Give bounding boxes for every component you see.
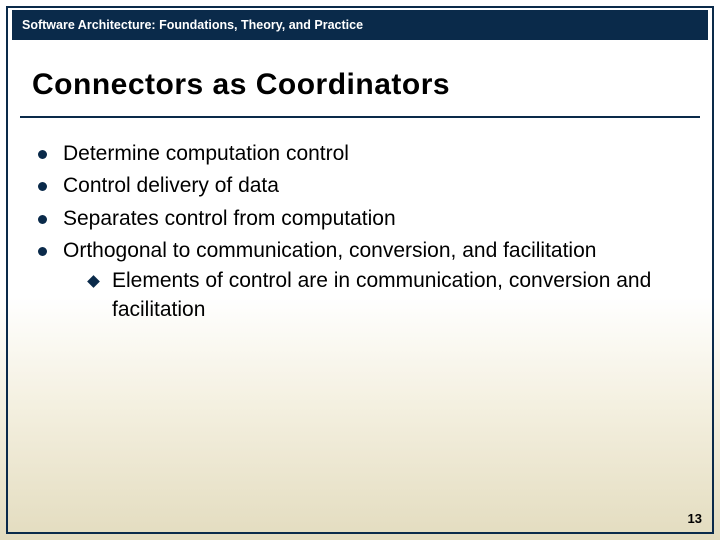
content-area: Connectors as Coordinators Determine com… <box>20 50 700 520</box>
bullet-icon <box>38 247 47 256</box>
diamond-icon <box>87 276 100 289</box>
list-item: Determine computation control <box>38 140 682 168</box>
bullet-icon <box>38 182 47 191</box>
bullet-text: Orthogonal to communication, conversion,… <box>63 237 682 265</box>
header-title: Software Architecture: Foundations, Theo… <box>22 18 363 32</box>
bullet-icon <box>38 215 47 224</box>
bullet-body: Orthogonal to communication, conversion,… <box>63 237 682 328</box>
bullet-icon <box>38 150 47 159</box>
bullet-text: Separates control from computation <box>63 205 396 233</box>
list-item: Separates control from computation <box>38 205 682 233</box>
page-number: 13 <box>688 511 702 526</box>
list-item: Orthogonal to communication, conversion,… <box>38 237 682 328</box>
header-bar: Software Architecture: Foundations, Theo… <box>12 10 708 40</box>
sub-list-item: Elements of control are in communication… <box>89 267 682 324</box>
list-item: Control delivery of data <box>38 172 682 200</box>
bullet-text: Control delivery of data <box>63 172 279 200</box>
sub-list: Elements of control are in communication… <box>63 267 682 324</box>
bullet-list: Determine computation control Control de… <box>20 118 700 328</box>
slide-title: Connectors as Coordinators <box>20 50 700 118</box>
bullet-text: Determine computation control <box>63 140 349 168</box>
sub-bullet-text: Elements of control are in communication… <box>112 267 682 324</box>
